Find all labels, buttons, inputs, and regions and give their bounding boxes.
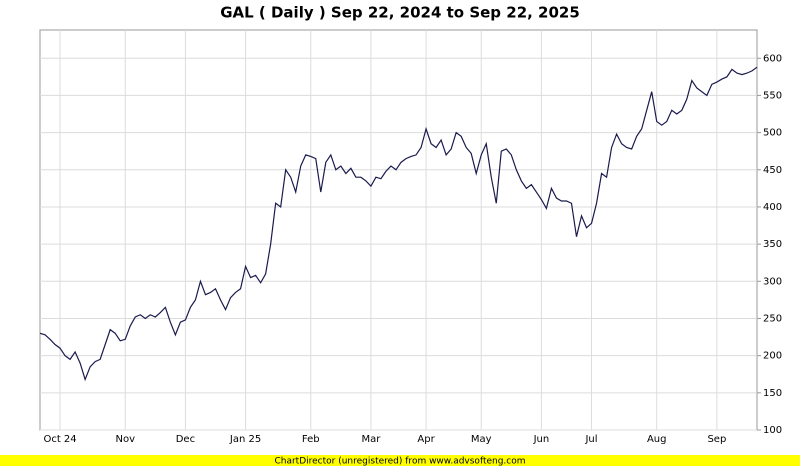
x-tick-label: Jun xyxy=(533,434,550,445)
y-tick-label: 300 xyxy=(763,276,782,287)
chart-title: GAL ( Daily ) Sep 22, 2024 to Sep 22, 20… xyxy=(220,4,580,22)
x-tick-label: May xyxy=(471,434,492,445)
x-tick-label: Dec xyxy=(176,434,195,445)
price-line xyxy=(39,66,758,382)
y-tick-label: 400 xyxy=(763,202,782,213)
footer-bar xyxy=(0,455,800,466)
x-tick-label: Oct 24 xyxy=(43,434,76,445)
y-tick-label: 200 xyxy=(763,351,782,362)
y-tick-label: 350 xyxy=(763,239,782,250)
x-tick-label: Feb xyxy=(302,434,320,445)
x-tick-label: Jul xyxy=(584,434,597,445)
x-tick-label: Nov xyxy=(115,434,135,445)
y-tick-label: 500 xyxy=(763,128,782,139)
x-tick-label: Sep xyxy=(707,434,726,445)
y-tick-label: 150 xyxy=(763,388,782,399)
x-tick-label: Jan 25 xyxy=(229,434,261,445)
y-tick-label: 550 xyxy=(763,90,782,101)
y-tick-label: 450 xyxy=(763,165,782,176)
plot-area xyxy=(39,29,758,431)
footer: ChartDirector (unregistered) from www.ad… xyxy=(274,457,525,466)
x-tick-label: Mar xyxy=(361,434,381,445)
y-tick-label: 100 xyxy=(763,425,782,436)
y-tick-label: 600 xyxy=(763,53,782,64)
y-tick-label: 250 xyxy=(763,313,782,324)
x-tick-label: Aug xyxy=(647,434,667,445)
x-tick-label: Apr xyxy=(417,434,435,445)
